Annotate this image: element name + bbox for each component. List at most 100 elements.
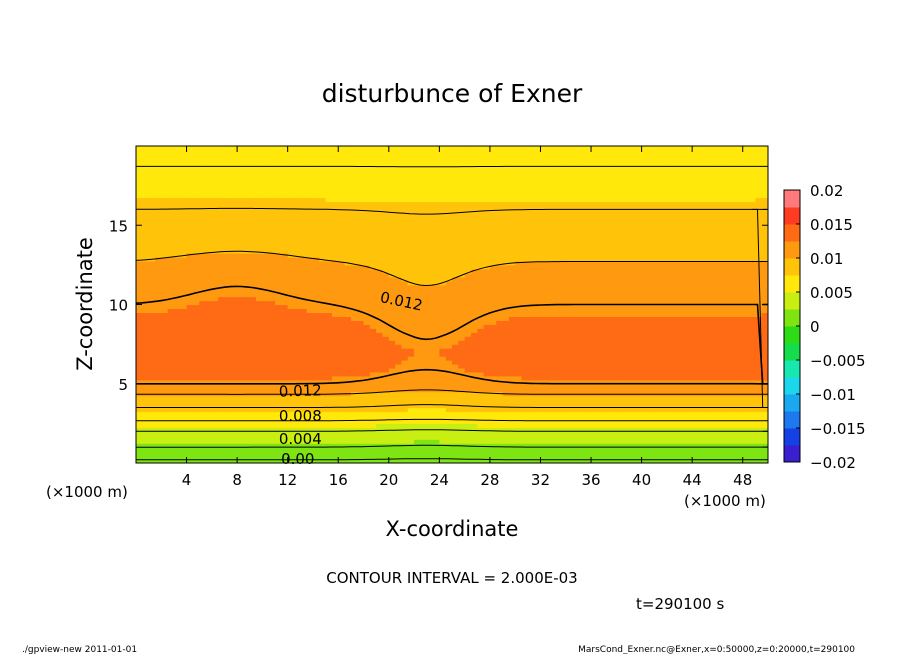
field-cell <box>407 316 415 321</box>
field-cell <box>635 359 643 365</box>
field-cell <box>496 439 504 444</box>
field-cell <box>338 435 346 440</box>
field-cell <box>572 316 579 321</box>
field-cell <box>496 455 504 460</box>
field-cell <box>148 419 156 424</box>
field-cell <box>306 268 314 274</box>
field-cell <box>136 316 143 321</box>
field-cell <box>654 312 662 317</box>
field-cell <box>572 455 579 460</box>
field-cell <box>597 407 605 413</box>
field-cell <box>565 423 573 428</box>
field-cell <box>268 399 276 405</box>
field-cell <box>350 280 358 286</box>
field-cell <box>647 451 655 456</box>
field-cell <box>597 455 605 460</box>
field-cell <box>540 352 548 357</box>
field-cell <box>572 284 579 290</box>
field-cell <box>401 316 409 321</box>
field-cell <box>161 395 169 401</box>
field-cell <box>489 359 497 365</box>
field-cell <box>205 304 213 310</box>
field-cell <box>407 264 415 270</box>
field-cell <box>546 395 554 401</box>
field-cell <box>287 439 295 444</box>
field-cell <box>256 328 263 333</box>
field-cell <box>344 268 352 274</box>
field-cell <box>761 328 768 333</box>
field-cell <box>723 348 731 353</box>
field-cell <box>483 272 491 278</box>
field-cell <box>256 292 263 298</box>
field-cell <box>142 371 150 377</box>
field-cell <box>331 340 339 345</box>
field-cell <box>635 399 643 405</box>
field-cell <box>306 427 314 432</box>
field-cell <box>660 379 668 385</box>
field-cell <box>749 344 756 349</box>
field-cell <box>458 387 466 393</box>
field-cell <box>167 427 175 432</box>
field-cell <box>224 403 232 409</box>
field-cell <box>388 336 396 341</box>
field-cell <box>502 328 510 333</box>
field-cell <box>173 316 181 321</box>
field-cell <box>685 435 693 440</box>
field-cell <box>142 344 150 349</box>
field-cell <box>256 336 263 341</box>
field-cell <box>622 379 630 385</box>
field-cell <box>452 423 459 428</box>
field-cell <box>369 443 377 448</box>
field-cell <box>243 340 251 345</box>
field-cell <box>452 280 459 286</box>
field-cell <box>420 439 428 444</box>
field-cell <box>489 459 497 463</box>
field-cell <box>489 387 497 393</box>
field-cell <box>742 324 750 329</box>
field-cell <box>350 411 358 417</box>
field-cell <box>275 320 282 325</box>
field-cell <box>591 312 598 317</box>
field-cell <box>192 367 200 373</box>
field-cell <box>698 304 706 310</box>
field-cell <box>243 304 251 310</box>
field-cell <box>439 455 447 460</box>
field-cell <box>553 352 561 357</box>
field-cell <box>433 403 440 409</box>
field-cell <box>388 375 396 381</box>
field-cell <box>597 399 605 405</box>
field-cell <box>338 371 346 377</box>
field-cell <box>711 332 719 337</box>
field-cell <box>730 395 737 401</box>
field-cell <box>439 348 447 353</box>
field-cell <box>199 415 207 421</box>
field-cell <box>515 272 523 278</box>
field-cell <box>452 352 459 357</box>
field-cell <box>483 423 491 428</box>
field-cell <box>584 395 592 401</box>
field-cell <box>148 359 156 365</box>
field-cell <box>546 344 554 349</box>
field-cell <box>654 359 662 365</box>
field-cell <box>464 328 472 333</box>
field-cell <box>483 288 491 294</box>
field-cell <box>312 352 320 357</box>
field-cell <box>508 423 516 428</box>
field-cell <box>439 371 447 377</box>
field-cell <box>685 340 693 345</box>
field-cell <box>331 356 339 361</box>
field-cell <box>338 359 346 365</box>
field-cell <box>167 272 175 278</box>
field-cell <box>369 332 377 337</box>
field-cell <box>749 431 756 436</box>
field-cell <box>445 304 453 310</box>
field-cell <box>350 403 358 409</box>
field-cell <box>711 276 719 282</box>
field-cell <box>445 459 453 463</box>
field-cell <box>401 435 409 440</box>
field-cell <box>502 356 510 361</box>
field-cell <box>470 435 478 440</box>
field-cell <box>673 264 681 270</box>
field-cell <box>546 411 554 417</box>
field-cell <box>698 395 706 401</box>
